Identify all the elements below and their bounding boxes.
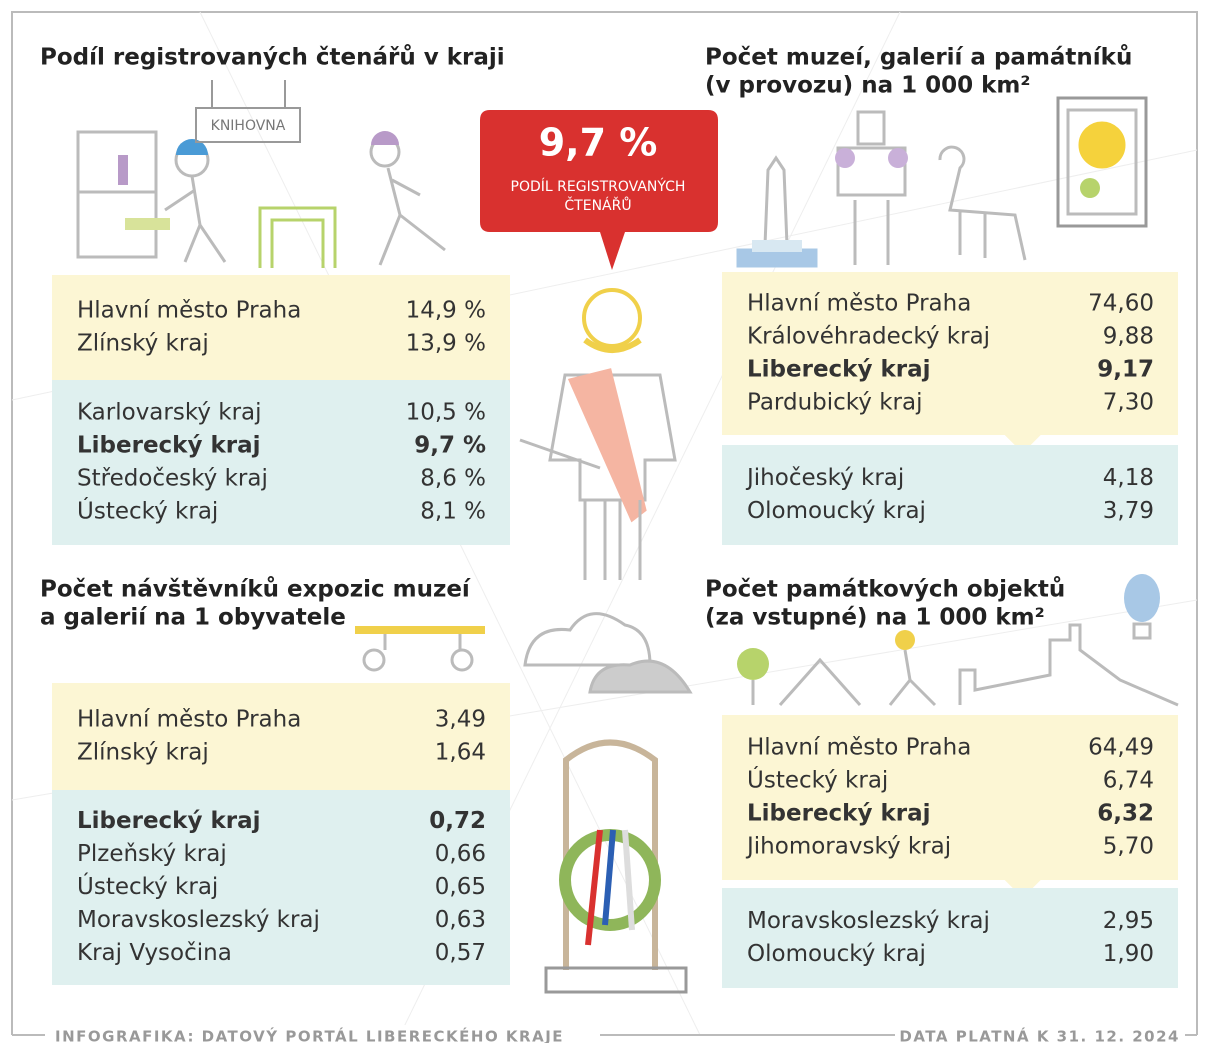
- row-value: 1,64: [435, 740, 486, 766]
- frame: [11, 11, 1198, 1035]
- row-label: Liberecký kraj: [77, 433, 261, 459]
- panel-title: (za vstupné) na 1 000 km²: [705, 605, 1045, 631]
- row-label: Hlavní město Praha: [747, 291, 971, 317]
- badge: [480, 110, 718, 270]
- row-label: Ústecký kraj: [747, 766, 888, 794]
- row-label: Olomoucký kraj: [747, 941, 926, 967]
- row-label: Královéhradecký kraj: [747, 324, 990, 350]
- row-label: Karlovarský kraj: [77, 400, 262, 426]
- row-value: 1,90: [1103, 941, 1154, 967]
- table-box: [52, 790, 510, 985]
- row-label: Hlavní město Praha: [77, 298, 301, 324]
- table-box: [722, 272, 1178, 435]
- row-label: Olomoucký kraj: [747, 498, 926, 524]
- table-box: [722, 888, 1178, 988]
- panel-title: Podíl registrovaných čtenářů v kraji: [40, 44, 505, 71]
- row-label: Moravskoslezský kraj: [77, 907, 320, 933]
- row-value: 9,88: [1103, 324, 1154, 350]
- row-value: 10,5 %: [406, 400, 486, 426]
- row-value: 4,18: [1103, 465, 1154, 491]
- row-label: Plzeňský kraj: [77, 841, 227, 867]
- panel-title: (v provozu) na 1 000 km²: [705, 73, 1030, 99]
- row-label: Zlínský kraj: [77, 331, 209, 357]
- box-notch: [1004, 435, 1041, 453]
- castle-illustration: [737, 574, 1179, 707]
- row-value: 74,60: [1088, 291, 1154, 317]
- panel-title: Počet muzeí, galerií a památníků: [705, 44, 1132, 71]
- row-value: 0,63: [435, 907, 486, 933]
- library-illustration: [76, 80, 446, 268]
- footer-right: DATA PLATNÁ K 31. 12. 2024: [899, 1027, 1180, 1043]
- row-value: 0,66: [435, 841, 486, 867]
- row-label: Ústecký kraj: [77, 497, 218, 525]
- row-label: Pardubický kraj: [747, 390, 922, 416]
- table-box: [722, 445, 1178, 545]
- row-value: 8,6 %: [420, 466, 486, 492]
- badge-caption: PODÍL REGISTROVANÝCH: [511, 178, 686, 195]
- row-label: Zlínský kraj: [77, 740, 209, 766]
- row-value: 9,7 %: [414, 433, 486, 459]
- row-value: 9,17: [1097, 357, 1154, 383]
- badge-caption: ČTENÁŘŮ: [564, 196, 631, 214]
- museum-illustration: [736, 96, 1148, 268]
- table-box: [52, 380, 510, 545]
- table-box: [52, 275, 510, 380]
- row-label: Liberecký kraj: [747, 801, 931, 827]
- row-label: Kraj Vysočina: [77, 940, 232, 966]
- row-value: 0,65: [435, 874, 486, 900]
- row-value: 64,49: [1088, 735, 1154, 761]
- footer-gap: [45, 1025, 600, 1043]
- row-label: Hlavní město Praha: [747, 735, 971, 761]
- row-value: 8,1 %: [420, 499, 486, 525]
- row-value: 5,70: [1103, 834, 1154, 860]
- row-label: Středočeský kraj: [77, 466, 268, 492]
- table-box: [722, 715, 1178, 880]
- row-label: Hlavní město Praha: [77, 707, 301, 733]
- table-box: [52, 683, 510, 790]
- row-value: 7,30: [1103, 390, 1154, 416]
- row-label: Liberecký kraj: [77, 808, 261, 834]
- row-value: 0,57: [435, 940, 486, 966]
- row-value: 3,79: [1103, 498, 1154, 524]
- sign-label: KNIHOVNA: [211, 118, 286, 134]
- row-label: Jihočeský kraj: [745, 465, 904, 491]
- row-value: 0,72: [429, 808, 486, 834]
- panel-title: Počet památkových objektů: [705, 576, 1065, 603]
- row-value: 6,32: [1097, 801, 1154, 827]
- row-label: Ústecký kraj: [77, 872, 218, 900]
- row-value: 6,74: [1103, 768, 1154, 794]
- row-value: 2,95: [1103, 908, 1154, 934]
- row-label: Liberecký kraj: [747, 357, 931, 383]
- row-value: 14,9 %: [406, 298, 486, 324]
- badge-value: 9,7 %: [539, 121, 658, 165]
- panel-title: Počet návštěvníků expozic muzeí: [40, 576, 471, 603]
- footer-gap: [895, 1025, 1185, 1043]
- statue-illustration: [355, 288, 693, 694]
- row-label: Jihomoravský kraj: [745, 834, 951, 860]
- row-label: Moravskoslezský kraj: [747, 908, 990, 934]
- footer-left: INFOGRAFIKA: DATOVÝ PORTÁL LIBERECKÉHO K…: [55, 1027, 564, 1043]
- row-value: 13,9 %: [406, 331, 486, 357]
- row-value: 3,49: [435, 707, 486, 733]
- panel-title: a galerií na 1 obyvatele: [40, 605, 346, 631]
- monument-illustration: [544, 739, 688, 994]
